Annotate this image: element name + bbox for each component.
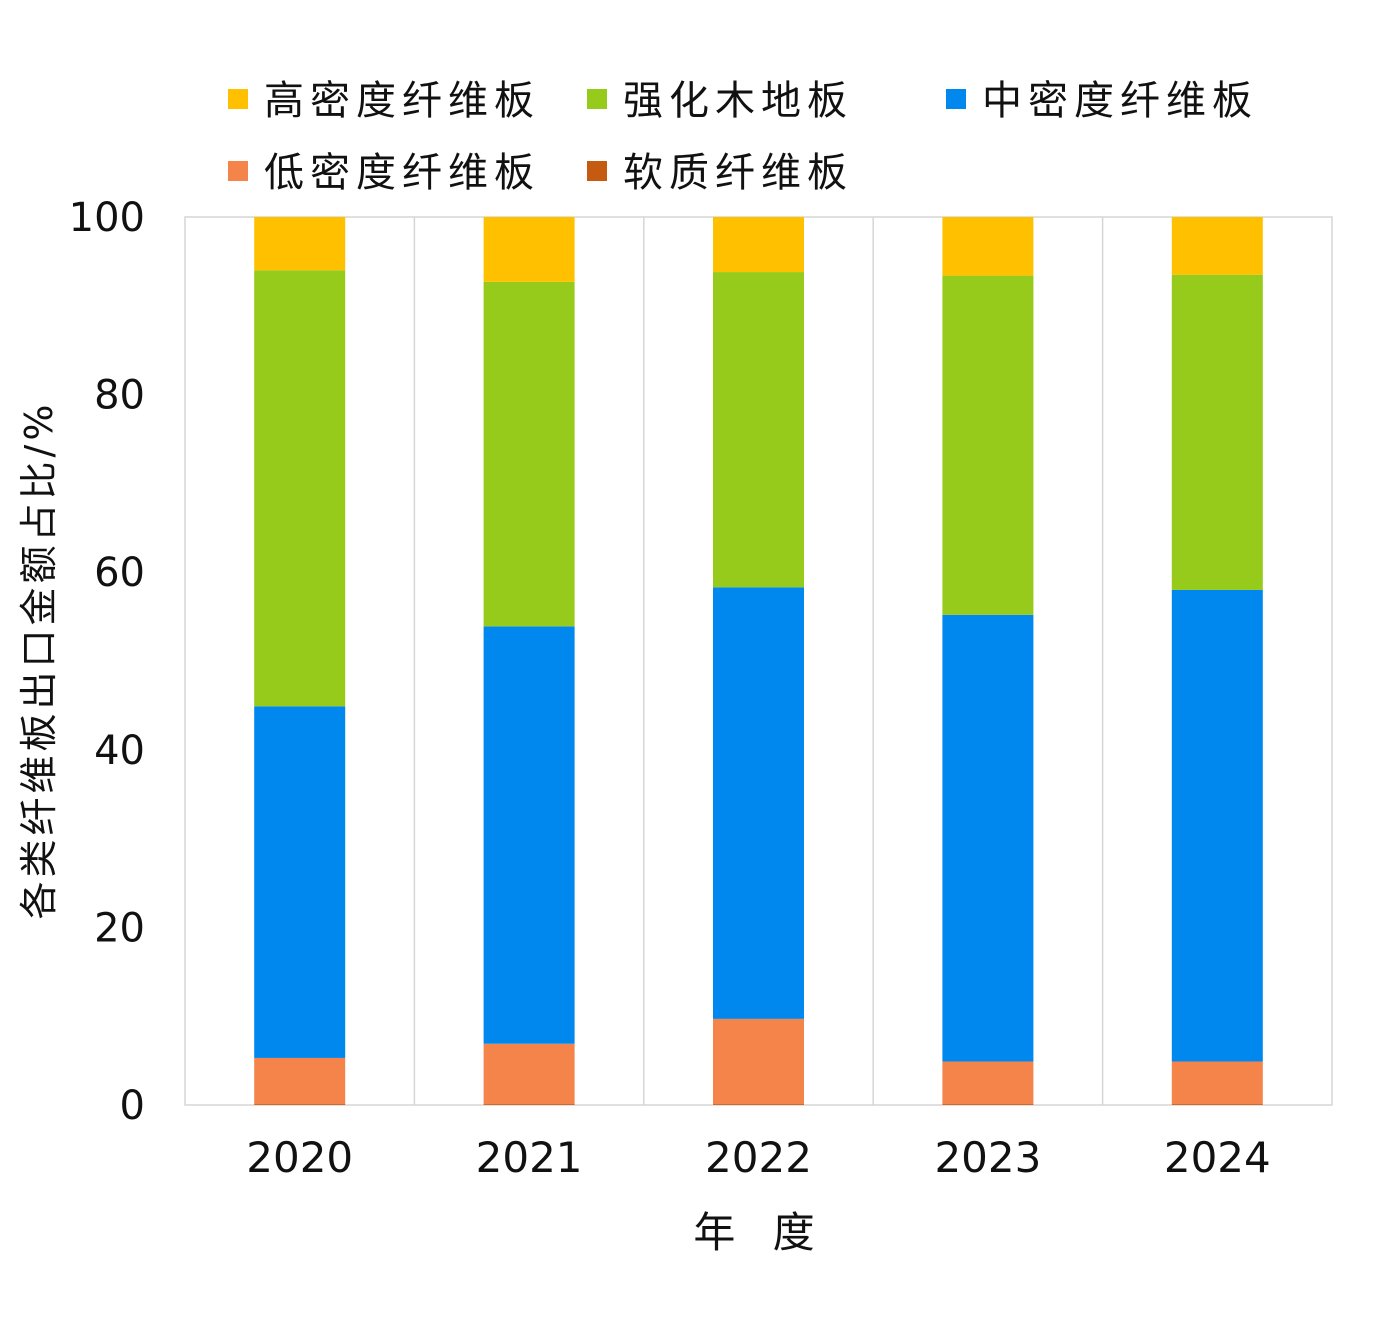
legend-item: 强化木地板 <box>587 78 853 124</box>
bar-segment <box>1171 589 1263 1062</box>
bar-segment <box>942 217 1034 276</box>
bar-segment <box>713 587 804 1019</box>
legend-swatch <box>587 161 607 181</box>
y-axis: 0 20 40 60 80 100 <box>69 195 145 1129</box>
bar-segment <box>254 217 346 271</box>
bar-segment <box>483 626 575 1044</box>
bar-segment <box>942 275 1034 615</box>
legend-item: 软质纤维板 <box>587 150 853 196</box>
x-tick-label: 2021 <box>476 1133 583 1182</box>
x-tick-label: 2022 <box>705 1133 812 1182</box>
legend-swatch <box>946 89 966 109</box>
bar-segment <box>254 706 346 1058</box>
x-tick-label: 2024 <box>1164 1133 1271 1182</box>
legend-label: 高密度纤维板 <box>264 78 540 124</box>
x-tick-label: 2020 <box>246 1133 353 1182</box>
bar-segment <box>483 1043 575 1105</box>
legend-item: 低密度纤维板 <box>228 150 540 196</box>
y-tick-label: 80 <box>94 373 145 419</box>
legend-swatch <box>228 161 248 181</box>
bar-segment <box>1171 217 1263 275</box>
legend-label: 软质纤维板 <box>623 150 853 196</box>
bar-segment <box>254 270 346 707</box>
bar-segment <box>483 217 575 282</box>
bar-segment <box>713 1018 804 1105</box>
bar-segment <box>1171 1061 1263 1105</box>
y-tick-label: 60 <box>94 550 145 596</box>
y-tick-label: 40 <box>94 728 145 774</box>
bar-series <box>254 217 1263 1105</box>
bar-segment <box>483 1104 575 1105</box>
bar-segment <box>1171 1104 1263 1105</box>
bar-segment <box>713 217 804 273</box>
legend-label: 强化木地板 <box>623 78 853 124</box>
x-axis-label: 年 度 <box>693 1208 826 1257</box>
legend-item: 中密度纤维板 <box>946 78 1258 124</box>
legend-swatch <box>587 89 607 109</box>
bar-segment <box>942 1104 1034 1105</box>
bar-segment <box>942 1061 1034 1105</box>
x-axis: 2020 2021 2022 2023 2024 <box>246 1133 1270 1182</box>
bar-segment <box>713 1104 804 1105</box>
legend-label: 低密度纤维板 <box>264 150 540 196</box>
bar-segment <box>254 1104 346 1105</box>
bar-segment <box>942 614 1034 1062</box>
legend-label: 中密度纤维板 <box>982 78 1258 124</box>
y-tick-label: 20 <box>94 905 145 951</box>
bar-segment <box>483 281 575 627</box>
x-tick-label: 2023 <box>934 1133 1041 1182</box>
bar-segment <box>254 1057 346 1105</box>
y-axis-label: 各类纤维板出口金额占比/% <box>17 401 61 920</box>
bar-segment <box>713 272 804 588</box>
y-tick-label: 0 <box>120 1083 145 1129</box>
bar-segment <box>1171 274 1263 590</box>
legend-swatch <box>228 89 248 109</box>
y-tick-label: 100 <box>69 195 145 241</box>
legend-item: 高密度纤维板 <box>228 78 540 124</box>
